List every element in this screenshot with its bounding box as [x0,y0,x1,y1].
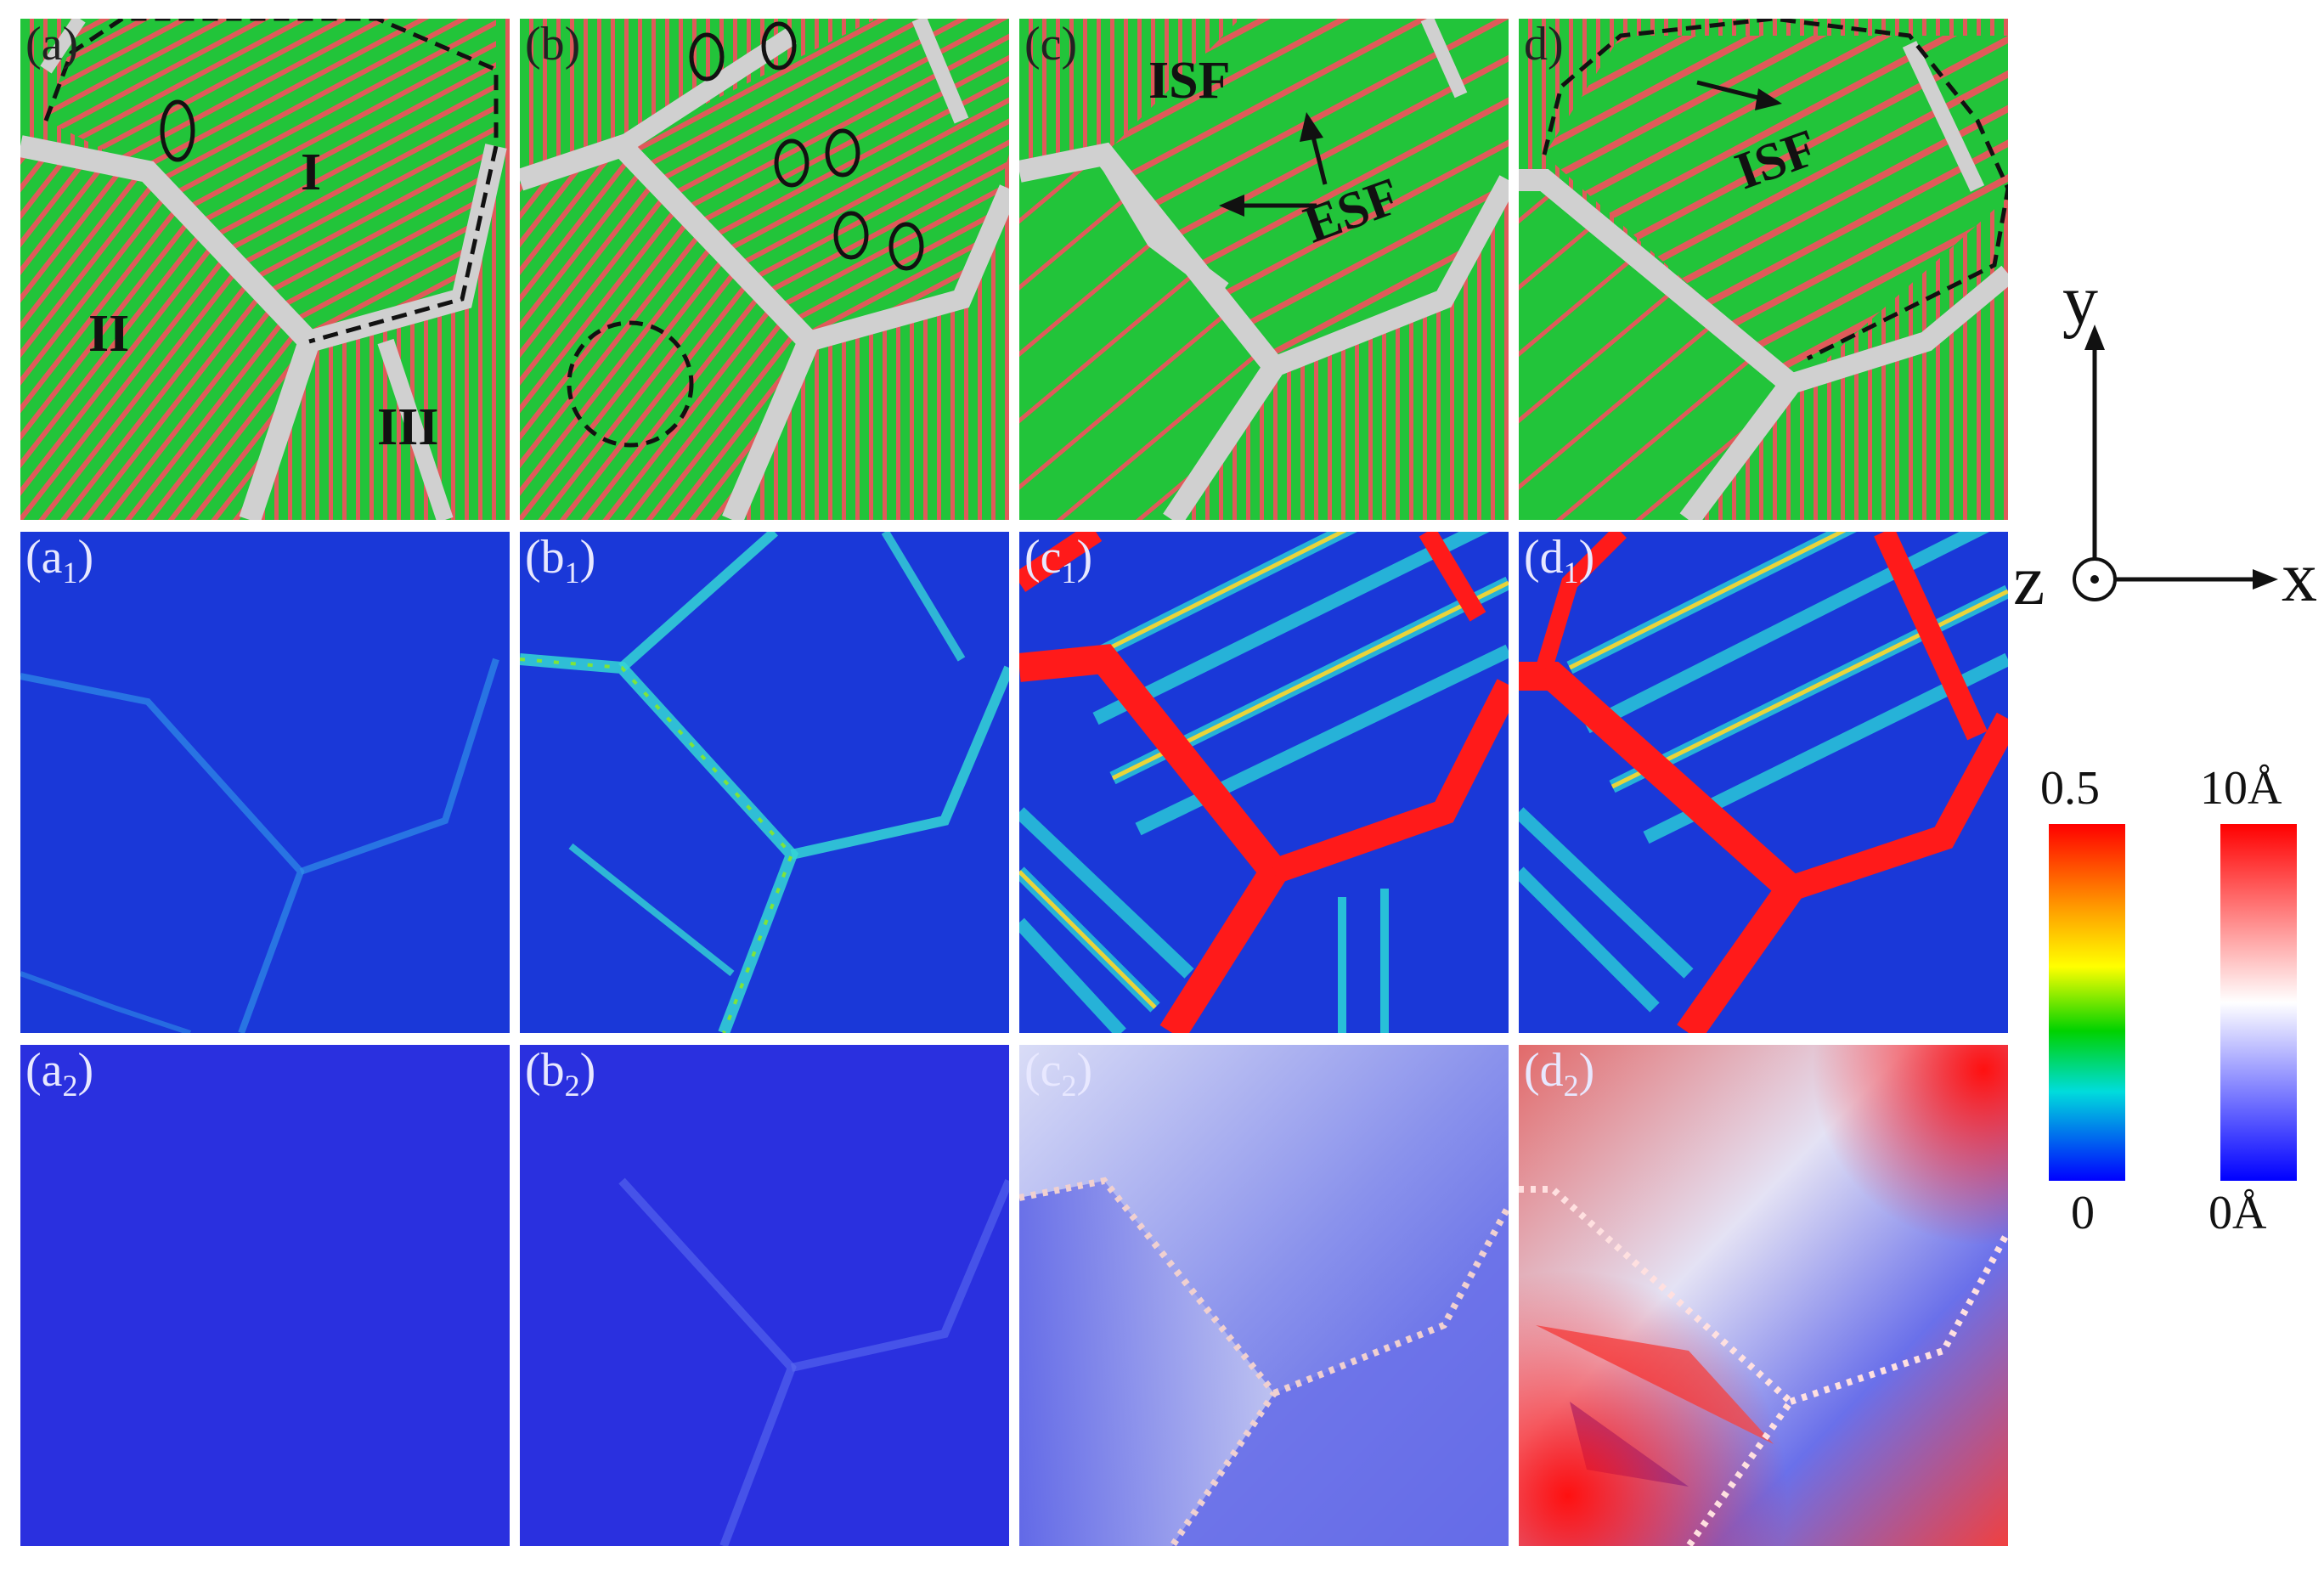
panel-b1-strain: (b1) [520,532,1009,1033]
annotation-isf: ISF [1148,52,1231,110]
panel-c2-displacement: (c2) [1019,1045,1509,1546]
panel-label: (d2) [1524,1045,1595,1103]
panel-label: (d1) [1524,532,1595,590]
panel-label: (a1) [25,532,94,590]
colorbar-strain-gradient [2049,824,2125,1181]
panel-label: (a) [25,19,79,71]
defect-circle [160,99,195,162]
panel-a-structure: (a) I II III [20,19,510,520]
axis-label-z: z [2013,541,2045,620]
panel-d1-strain: (d1) [1519,532,2008,1033]
grain-label-III: III [377,398,439,456]
displacement-map-d2 [1519,1045,2008,1546]
triad-arrows [2073,325,2278,601]
colorbar-displacement: 10Å 0Å [2200,765,2324,1240]
strain-map-d1 [1519,532,2008,1033]
colorbar-strain-min: 0 [2071,1187,2095,1239]
displacement-map-b2 [520,1045,1009,1546]
panel-a1-strain: (a1) [20,532,510,1033]
panel-label: (c) [1024,19,1078,71]
panel-label: (a2) [25,1045,94,1103]
strain-map-b1 [520,532,1009,1033]
coordinate-triad: y z x [2013,265,2324,629]
structure-map-b [520,19,1009,520]
strain-map-c1 [1019,532,1509,1033]
panel-label: d) [1524,19,1564,71]
panel-d-structure: d) ISF [1519,19,2008,520]
axis-label-y: y [2062,261,2098,340]
panel-a2-displacement: (a2) [20,1045,510,1546]
axis-label-x: x [2282,538,2317,617]
structure-map-c [1019,19,1509,520]
colorbar-displacement-max: 10Å [2200,762,2282,815]
panel-b-structure: (b) [520,19,1009,520]
grain-label-I: I [301,144,322,201]
panel-label: (c2) [1024,1045,1093,1103]
panel-c1-strain: (c1) [1019,532,1509,1033]
structure-map-d [1519,19,2008,520]
panel-label: (b1) [525,532,596,590]
displacement-map-a2 [20,1045,510,1546]
colorbar-displacement-gradient [2220,824,2297,1181]
colorbar-strain-max: 0.5 [2040,762,2100,815]
panel-label: (b2) [525,1045,596,1103]
panel-label: (b) [525,19,581,71]
structure-map-a [20,19,510,520]
panel-b2-displacement: (b2) [520,1045,1009,1546]
colorbar-strain: 0.5 0 [2040,765,2151,1240]
panel-label: (c1) [1024,532,1093,590]
panel-c-structure: (c) ISF ESF [1019,19,1509,520]
strain-map-a1 [20,532,510,1033]
displacement-map-c2 [1019,1045,1509,1546]
colorbar-displacement-min: 0Å [2208,1187,2267,1239]
grain-label-II: II [88,305,130,363]
panel-d2-displacement: (d2) [1519,1045,2008,1546]
